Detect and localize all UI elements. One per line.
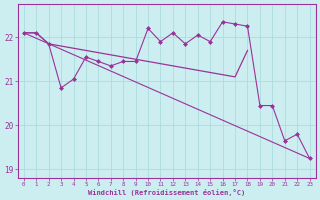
X-axis label: Windchill (Refroidissement éolien,°C): Windchill (Refroidissement éolien,°C)	[88, 189, 245, 196]
